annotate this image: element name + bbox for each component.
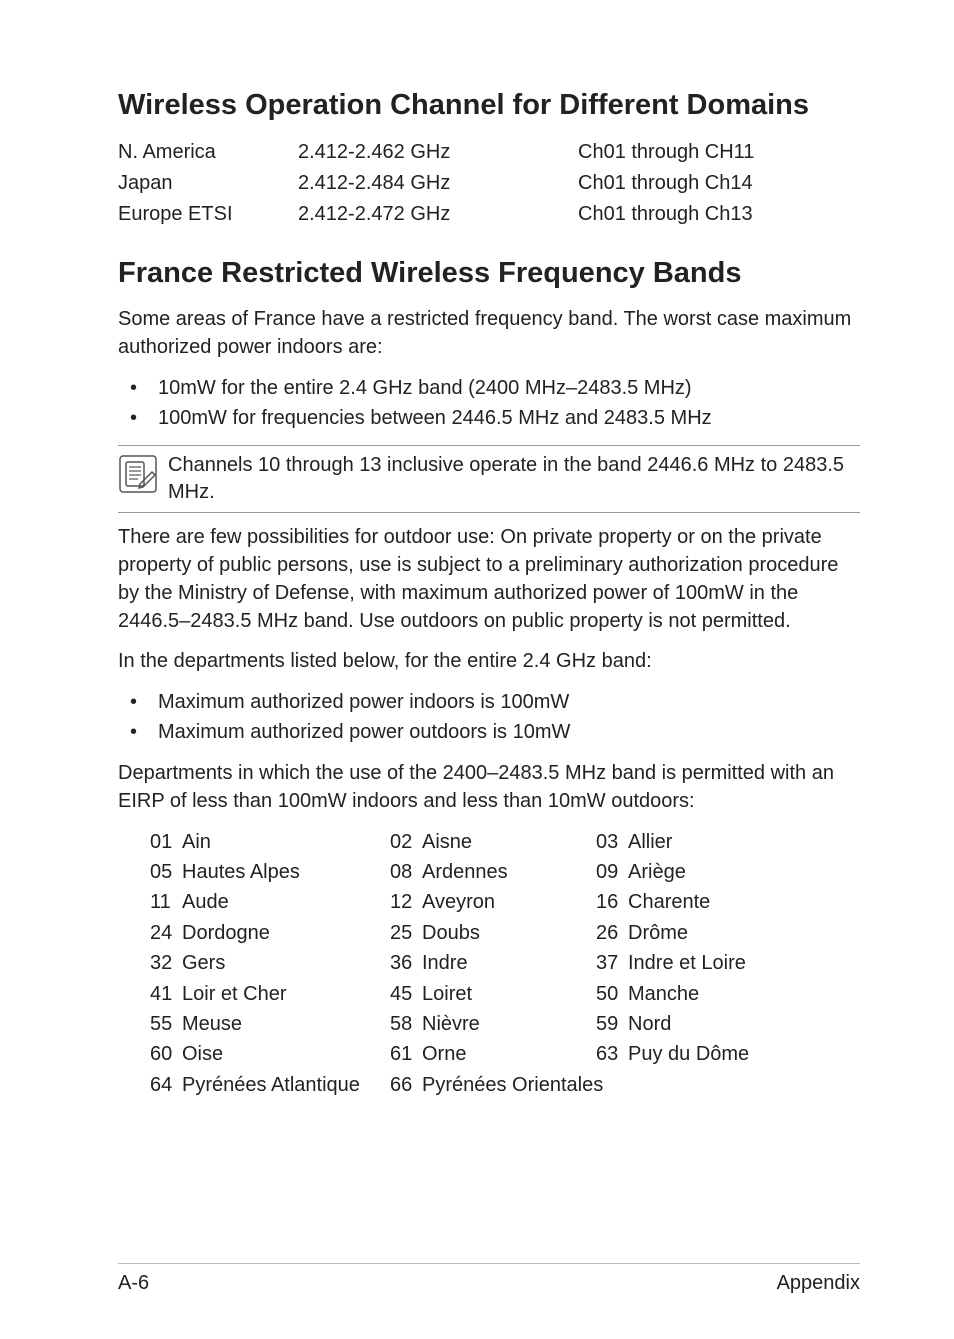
dept-name: Indre et Loire bbox=[628, 948, 860, 978]
bullet-list: Maximum authorized power indoors is 100m… bbox=[118, 687, 860, 747]
table-row: 05Hautes Alpes 08Ardennes 09Ariège bbox=[150, 857, 860, 887]
dept-num: 02 bbox=[390, 827, 422, 857]
dept-name: Loir et Cher bbox=[182, 979, 390, 1009]
dept-num: 63 bbox=[596, 1039, 628, 1069]
dept-num: 03 bbox=[596, 827, 628, 857]
channels-cell: Ch01 through Ch14 bbox=[578, 168, 860, 199]
dept-name: Pyrénées Atlantique bbox=[182, 1070, 390, 1100]
note-box: Channels 10 through 13 inclusive operate… bbox=[118, 445, 860, 513]
bullet-list: 10mW for the entire 2.4 GHz band (2400 M… bbox=[118, 373, 860, 433]
table-row: 01Ain 02Aisne 03Allier bbox=[150, 827, 860, 857]
region-cell: Japan bbox=[118, 168, 298, 199]
table-row: 64Pyrénées Atlantique 66Pyrénées Orienta… bbox=[150, 1070, 860, 1100]
channels-cell: Ch01 through CH11 bbox=[578, 137, 860, 168]
table-row: 41Loir et Cher 45Loiret 50Manche bbox=[150, 979, 860, 1009]
section-label: Appendix bbox=[777, 1272, 860, 1295]
dept-name: Indre bbox=[422, 948, 596, 978]
dept-name: Nord bbox=[628, 1009, 860, 1039]
table-row: Europe ETSI 2.412-2.472 GHz Ch01 through… bbox=[118, 199, 860, 230]
table-row: 60Oise 61Orne 63Puy du Dôme bbox=[150, 1039, 860, 1069]
dept-num: 36 bbox=[390, 948, 422, 978]
dept-num: 64 bbox=[150, 1070, 182, 1100]
channels-cell: Ch01 through Ch13 bbox=[578, 199, 860, 230]
page-footer: A-6 Appendix bbox=[118, 1263, 860, 1295]
dept-name: Aisne bbox=[422, 827, 596, 857]
dept-name: Loiret bbox=[422, 979, 596, 1009]
dept-num: 05 bbox=[150, 857, 182, 887]
dept-num: 32 bbox=[150, 948, 182, 978]
dept-name: Dordogne bbox=[182, 918, 390, 948]
freq-cell: 2.412-2.462 GHz bbox=[298, 137, 578, 168]
table-row: N. America 2.412-2.462 GHz Ch01 through … bbox=[118, 137, 860, 168]
frequency-table: N. America 2.412-2.462 GHz Ch01 through … bbox=[118, 137, 860, 230]
dept-name: Aveyron bbox=[422, 887, 596, 917]
table-row: Japan 2.412-2.484 GHz Ch01 through Ch14 bbox=[118, 168, 860, 199]
france-title: France Restricted Wireless Frequency Ban… bbox=[118, 256, 860, 291]
dept-num: 24 bbox=[150, 918, 182, 948]
dept-num: 01 bbox=[150, 827, 182, 857]
dept-num: 08 bbox=[390, 857, 422, 887]
dept-name: Gers bbox=[182, 948, 390, 978]
dept-num: 11 bbox=[150, 887, 182, 917]
dept-num: 66 bbox=[390, 1070, 422, 1100]
dept-name: Doubs bbox=[422, 918, 596, 948]
france-para4: Departments in which the use of the 2400… bbox=[118, 759, 860, 815]
dept-name: Manche bbox=[628, 979, 860, 1009]
list-item: Maximum authorized power outdoors is 10m… bbox=[120, 717, 860, 747]
table-row: 32Gers 36Indre 37Indre et Loire bbox=[150, 948, 860, 978]
dept-num: 60 bbox=[150, 1039, 182, 1069]
dept-name: Charente bbox=[628, 887, 860, 917]
dept-name: Nièvre bbox=[422, 1009, 596, 1039]
dept-num: 26 bbox=[596, 918, 628, 948]
dept-name: Drôme bbox=[628, 918, 860, 948]
dept-num: 55 bbox=[150, 1009, 182, 1039]
freq-cell: 2.412-2.484 GHz bbox=[298, 168, 578, 199]
list-item: 100mW for frequencies between 2446.5 MHz… bbox=[120, 403, 860, 433]
note-text: Channels 10 through 13 inclusive operate… bbox=[164, 452, 860, 506]
dept-name: Hautes Alpes bbox=[182, 857, 390, 887]
dept-num: 50 bbox=[596, 979, 628, 1009]
departments-table: 01Ain 02Aisne 03Allier 05Hautes Alpes 08… bbox=[118, 827, 860, 1101]
dept-num: 25 bbox=[390, 918, 422, 948]
dept-name: Puy du Dôme bbox=[628, 1039, 860, 1069]
dept-name: Meuse bbox=[182, 1009, 390, 1039]
dept-name: Oise bbox=[182, 1039, 390, 1069]
france-para3: In the departments listed below, for the… bbox=[118, 647, 860, 675]
dept-num: 41 bbox=[150, 979, 182, 1009]
table-row: 11Aude 12Aveyron 16Charente bbox=[150, 887, 860, 917]
region-cell: Europe ETSI bbox=[118, 199, 298, 230]
page-number: A-6 bbox=[118, 1272, 149, 1295]
dept-num: 61 bbox=[390, 1039, 422, 1069]
dept-name: Orne bbox=[422, 1039, 596, 1069]
note-icon bbox=[118, 452, 164, 499]
dept-name: Pyrénées Orientales bbox=[422, 1070, 860, 1100]
dept-name: Ain bbox=[182, 827, 390, 857]
france-para2: There are few possibilities for outdoor … bbox=[118, 523, 860, 635]
dept-num: 45 bbox=[390, 979, 422, 1009]
list-item: 10mW for the entire 2.4 GHz band (2400 M… bbox=[120, 373, 860, 403]
dept-num: 12 bbox=[390, 887, 422, 917]
dept-num: 37 bbox=[596, 948, 628, 978]
dept-name: Allier bbox=[628, 827, 860, 857]
list-item: Maximum authorized power indoors is 100m… bbox=[120, 687, 860, 717]
dept-num: 16 bbox=[596, 887, 628, 917]
dept-name: Ariège bbox=[628, 857, 860, 887]
dept-num: 59 bbox=[596, 1009, 628, 1039]
dept-num: 58 bbox=[390, 1009, 422, 1039]
freq-cell: 2.412-2.472 GHz bbox=[298, 199, 578, 230]
dept-name: Ardennes bbox=[422, 857, 596, 887]
table-row: 55Meuse 58Nièvre 59Nord bbox=[150, 1009, 860, 1039]
wireless-title: Wireless Operation Channel for Different… bbox=[118, 88, 860, 123]
dept-num: 09 bbox=[596, 857, 628, 887]
dept-name: Aude bbox=[182, 887, 390, 917]
table-row: 24Dordogne 25Doubs 26Drôme bbox=[150, 918, 860, 948]
region-cell: N. America bbox=[118, 137, 298, 168]
france-intro: Some areas of France have a restricted f… bbox=[118, 305, 860, 361]
